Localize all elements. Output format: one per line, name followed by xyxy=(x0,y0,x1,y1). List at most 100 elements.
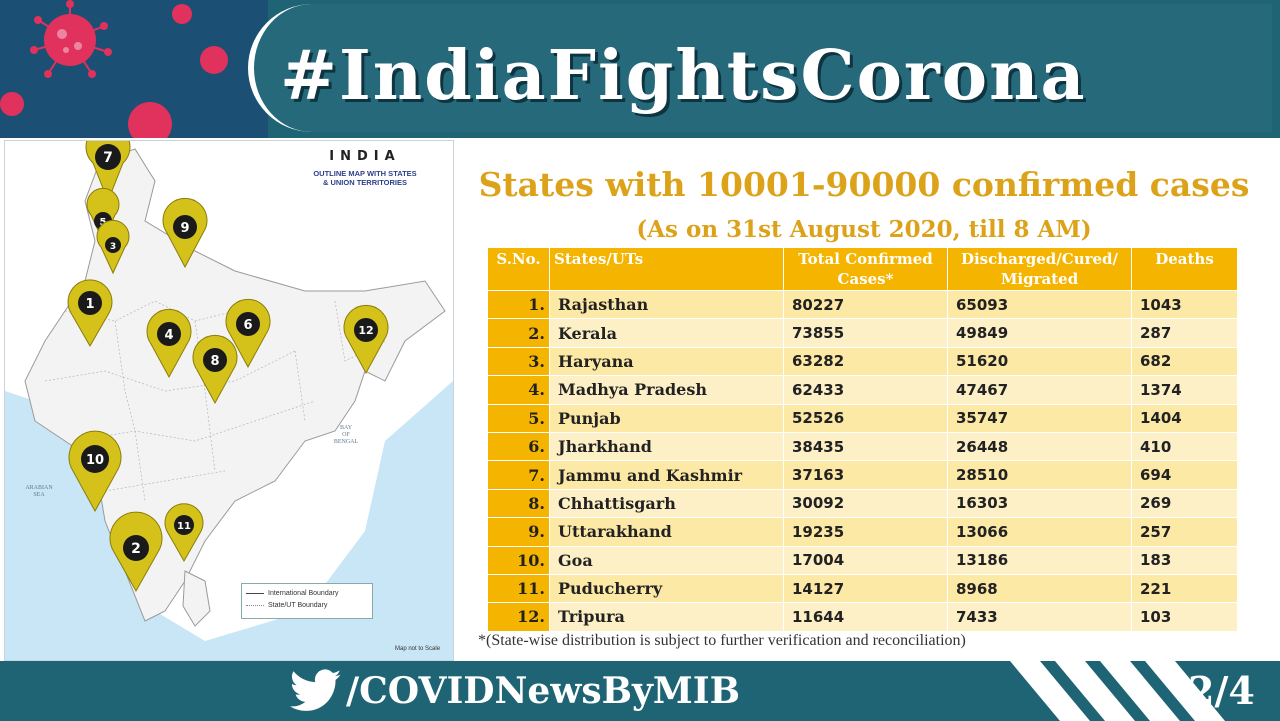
cell-sno: 5. xyxy=(488,403,550,432)
map-subtitle-line2: & UNION TERRITORIES xyxy=(322,178,408,187)
cell-sno: 1. xyxy=(488,290,550,319)
bay-label-line2: OF xyxy=(342,432,350,438)
cell-state: Kerala xyxy=(550,318,784,347)
cell-discharged: 35747 xyxy=(948,403,1132,432)
twitter-bird-icon xyxy=(290,669,342,711)
cell-deaths: 103 xyxy=(1132,602,1238,631)
title-banner xyxy=(248,4,1272,132)
cell-sno: 7. xyxy=(488,460,550,489)
cell-confirmed: 52526 xyxy=(784,403,948,432)
table-header-row: S.No. States/UTs Total Confirmed Cases* D… xyxy=(488,248,1238,290)
cell-deaths: 183 xyxy=(1132,545,1238,574)
cell-discharged: 47467 xyxy=(948,375,1132,404)
cell-discharged: 26448 xyxy=(948,431,1132,461)
table-row: 3. Haryana 63282 51620 682 xyxy=(488,346,1238,376)
cell-state: Goa xyxy=(550,545,784,574)
cell-discharged: 65093 xyxy=(948,290,1132,319)
cell-state: Madhya Pradesh xyxy=(550,375,784,404)
cell-deaths: 410 xyxy=(1132,431,1238,461)
cell-deaths: 221 xyxy=(1132,573,1238,603)
cell-deaths: 1404 xyxy=(1132,403,1238,432)
col-header-discharged: Discharged/Cured/Migrated xyxy=(948,248,1132,290)
cell-state: Uttarakhand xyxy=(550,517,784,546)
cell-state: Jharkhand xyxy=(550,431,784,461)
map-pins: 7 5 3 9 1 xyxy=(67,141,389,593)
cell-sno: 8. xyxy=(488,488,550,518)
table-row: 5. Punjab 52526 35747 1404 xyxy=(488,403,1238,432)
cell-state: Jammu and Kashmir xyxy=(550,460,784,489)
cell-deaths: 682 xyxy=(1132,346,1238,376)
svg-text:5: 5 xyxy=(100,217,107,228)
cell-confirmed: 37163 xyxy=(784,460,948,489)
scale-note: Map not to Scale xyxy=(395,646,441,652)
footnote: *(State-wise distribution is subject to … xyxy=(478,632,966,649)
cell-discharged: 16303 xyxy=(948,488,1132,518)
pin-6: 6 xyxy=(225,298,271,369)
pin-8: 8 xyxy=(192,334,238,405)
cases-table: S.No. States/UTs Total Confirmed Cases* D… xyxy=(488,248,1238,631)
india-outline-map: 7 5 3 9 1 xyxy=(5,141,453,660)
svg-text:12: 12 xyxy=(358,324,373,337)
virus-illustration-panel xyxy=(0,0,268,138)
cell-sno: 10. xyxy=(488,545,550,574)
arabian-sea-label: ARABIAN SEA xyxy=(25,485,53,498)
footer-stripes xyxy=(1010,661,1225,721)
cell-deaths: 1374 xyxy=(1132,375,1238,404)
cell-sno: 6. xyxy=(488,431,550,461)
cell-confirmed: 62433 xyxy=(784,375,948,404)
cell-discharged: 49849 xyxy=(948,318,1132,347)
col-header-discharged-line1: Discharged/Cured/ xyxy=(960,250,1119,268)
cell-confirmed: 63282 xyxy=(784,346,948,376)
table-row: 4. Madhya Pradesh 62433 47467 1374 xyxy=(488,375,1238,404)
cell-state: Chhattisgarh xyxy=(550,488,784,518)
map-title: INDIA xyxy=(329,149,401,164)
cell-confirmed: 19235 xyxy=(784,517,948,546)
col-header-deaths: Deaths xyxy=(1132,248,1238,290)
legend-international: International Boundary xyxy=(246,590,338,597)
legend-international-label: International Boundary xyxy=(268,590,339,597)
cell-state: Punjab xyxy=(550,403,784,432)
table-row: 9. Uttarakhand 19235 13066 257 xyxy=(488,517,1238,546)
bay-label-line3: BENGAL xyxy=(333,439,359,445)
cell-deaths: 1043 xyxy=(1132,290,1238,319)
cell-discharged: 13186 xyxy=(948,545,1132,574)
cell-confirmed: 14127 xyxy=(784,573,948,603)
cell-sno: 3. xyxy=(488,346,550,376)
cell-confirmed: 17004 xyxy=(784,545,948,574)
footer-bar xyxy=(0,661,1280,721)
svg-text:1: 1 xyxy=(85,297,94,312)
svg-text:3: 3 xyxy=(110,242,116,252)
table-row: 6. Jharkhand 38435 26448 410 xyxy=(488,431,1238,461)
cell-confirmed: 38435 xyxy=(784,431,948,461)
cell-deaths: 694 xyxy=(1132,460,1238,489)
pin-11: 11 xyxy=(164,503,204,563)
svg-text:11: 11 xyxy=(177,521,191,532)
cell-sno: 2. xyxy=(488,318,550,347)
cell-state: Tripura xyxy=(550,602,784,631)
cell-deaths: 287 xyxy=(1132,318,1238,347)
svg-text:10: 10 xyxy=(86,453,104,468)
svg-text:7: 7 xyxy=(103,150,113,166)
cell-confirmed: 11644 xyxy=(784,602,948,631)
table-row: 2. Kerala 73855 49849 287 xyxy=(488,318,1238,347)
page-number: 2/4 xyxy=(1188,668,1255,713)
cell-sno: 9. xyxy=(488,517,550,546)
pin-10: 10 xyxy=(68,430,122,513)
cell-deaths: 269 xyxy=(1132,488,1238,518)
col-header-confirmed-line2: Cases* xyxy=(837,270,894,288)
pin-9: 9 xyxy=(162,197,208,269)
table-row: 1. Rajasthan 80227 65093 1043 xyxy=(488,290,1238,319)
table-row: 12. Tripura 11644 7433 103 xyxy=(488,602,1238,631)
cell-confirmed: 30092 xyxy=(784,488,948,518)
pin-4: 4 xyxy=(146,308,192,379)
cell-discharged: 28510 xyxy=(948,460,1132,489)
col-header-state: States/UTs xyxy=(550,248,784,290)
legend-state-label: State/UT Boundary xyxy=(268,602,328,609)
pin-12: 12 xyxy=(343,304,389,375)
cell-confirmed: 80227 xyxy=(784,290,948,319)
col-header-confirmed: Total Confirmed Cases* xyxy=(784,248,948,290)
col-header-discharged-line2: Migrated xyxy=(1000,270,1079,288)
legend-state: State/UT Boundary xyxy=(246,602,327,609)
table-row: 11. Puducherry 14127 8968 221 xyxy=(488,573,1238,603)
pin-3: 3 xyxy=(96,219,130,275)
